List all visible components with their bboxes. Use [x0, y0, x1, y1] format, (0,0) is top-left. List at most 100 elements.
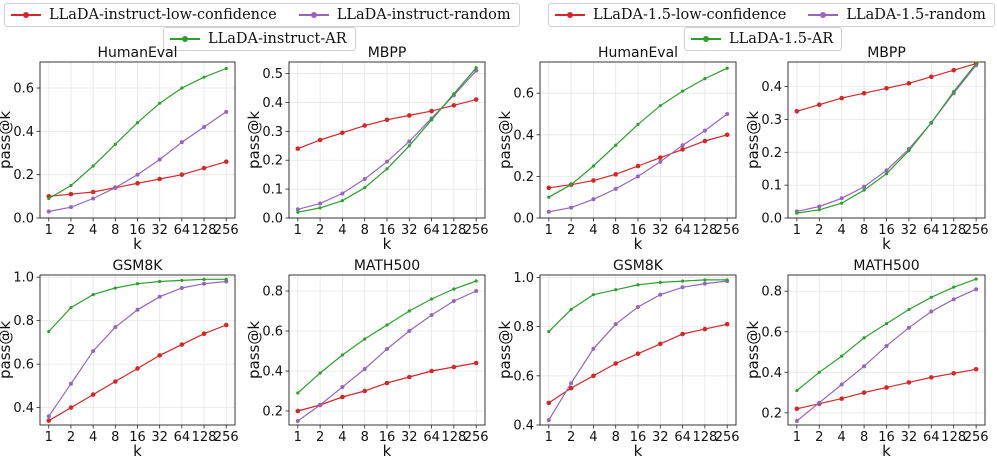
y-tick-label: 0.3 — [761, 113, 782, 128]
data-point — [179, 342, 185, 347]
data-point — [974, 62, 978, 66]
legend-item: LLaDA-1.5-low-confidence — [555, 7, 786, 23]
x-tick-label: 128 — [941, 223, 966, 238]
subplot-title: MATH500 — [354, 258, 420, 274]
y-tick-label: 0.0 — [13, 212, 34, 227]
data-point — [429, 118, 434, 122]
y-tick-label: 1.0 — [513, 271, 534, 286]
data-point — [817, 208, 821, 212]
x-tick-label: 256 — [214, 430, 239, 445]
data-point — [547, 195, 551, 199]
legend-line-swatch-icon — [11, 10, 41, 20]
data-point — [296, 210, 300, 214]
data-point — [68, 205, 73, 210]
subplot-title: HumanEval — [598, 45, 678, 61]
legend-item: LLaDA-instruct-AR — [170, 31, 347, 47]
x-tick-label: 8 — [860, 430, 868, 445]
data-point — [952, 285, 956, 289]
x-tick-label: 16 — [129, 223, 146, 238]
data-point — [884, 322, 889, 326]
data-point — [724, 132, 730, 138]
data-point — [636, 174, 640, 179]
data-point — [179, 140, 184, 145]
x-tick-label: 1 — [793, 430, 801, 445]
data-point — [340, 199, 345, 203]
data-point — [295, 408, 301, 414]
x-axis-label: k — [133, 442, 142, 460]
data-point — [180, 278, 184, 283]
data-point — [69, 183, 73, 188]
y-tick-label: 0.2 — [262, 154, 283, 169]
data-point — [974, 277, 978, 281]
x-tick-label: 2 — [567, 223, 575, 238]
data-point — [680, 147, 685, 152]
x-tick-label: 256 — [964, 430, 989, 445]
data-point — [569, 307, 573, 312]
legend-right-ar: LLaDA-1.5-AR — [684, 27, 843, 51]
data-point — [384, 117, 390, 123]
data-point — [703, 278, 707, 282]
data-point — [157, 353, 162, 358]
data-point — [135, 282, 140, 286]
data-point — [407, 329, 412, 333]
x-tick-label: 64 — [423, 223, 440, 238]
y-tick-label: 1.0 — [13, 271, 34, 286]
x-tick-label: 128 — [941, 430, 966, 445]
data-point — [861, 390, 867, 395]
y-tick-label: 0.3 — [262, 125, 283, 140]
x-tick-label: 2 — [567, 430, 575, 445]
x-tick-label: 256 — [464, 223, 489, 238]
data-point — [884, 343, 889, 348]
data-point — [179, 172, 185, 177]
y-tick-label: 0.1 — [262, 183, 283, 198]
legend-label: LLaDA-instruct-AR — [208, 31, 347, 47]
x-tick-label: 4 — [338, 430, 346, 445]
x-tick-label: 1 — [545, 223, 553, 238]
y-tick-label: 0.6 — [761, 325, 782, 340]
data-point — [657, 155, 663, 160]
y-tick-label: 0.6 — [262, 325, 283, 340]
data-point — [135, 366, 140, 371]
y-tick-label: 0.2 — [761, 406, 782, 421]
data-point — [201, 331, 207, 336]
data-point — [929, 295, 933, 299]
x-tick-label: 2 — [815, 223, 823, 238]
y-axis-label: pass@k — [245, 321, 263, 379]
y-tick-label: 0.1 — [761, 179, 782, 194]
data-point — [547, 329, 551, 334]
legend-line-swatch-icon — [170, 34, 200, 44]
data-point — [614, 288, 618, 292]
data-point — [974, 287, 979, 292]
x-tick-label: 128 — [441, 430, 466, 445]
y-axis-label: pass@k — [245, 111, 263, 169]
x-tick-label: 8 — [860, 223, 868, 238]
y-tick-label: 0.6 — [513, 87, 534, 102]
data-point — [91, 292, 95, 297]
data-point — [635, 163, 641, 169]
data-point — [816, 102, 822, 107]
x-tick-label: 128 — [192, 430, 217, 445]
data-point — [385, 167, 389, 171]
data-point — [474, 279, 478, 283]
x-tick-label: 32 — [901, 430, 918, 445]
legend-label: LLaDA-1.5-AR — [729, 31, 834, 47]
x-tick-label: 8 — [361, 430, 369, 445]
data-point — [680, 331, 685, 337]
x-tick-label: 2 — [316, 430, 324, 445]
y-tick-label: 0.4 — [761, 80, 782, 95]
x-tick-label: 4 — [89, 430, 97, 445]
x-tick-label: 2 — [67, 223, 75, 238]
data-point — [929, 74, 934, 80]
subplot-title: MBPP — [867, 45, 906, 61]
data-point — [794, 108, 800, 114]
data-point — [862, 184, 867, 189]
data-point — [224, 66, 228, 71]
data-point — [340, 191, 345, 196]
y-tick-label: 0.4 — [262, 96, 283, 111]
x-tick-label: 32 — [901, 223, 918, 238]
data-point — [91, 196, 96, 201]
x-tick-label: 8 — [612, 223, 620, 238]
x-tick-label: 4 — [838, 223, 846, 238]
data-point — [406, 113, 412, 118]
